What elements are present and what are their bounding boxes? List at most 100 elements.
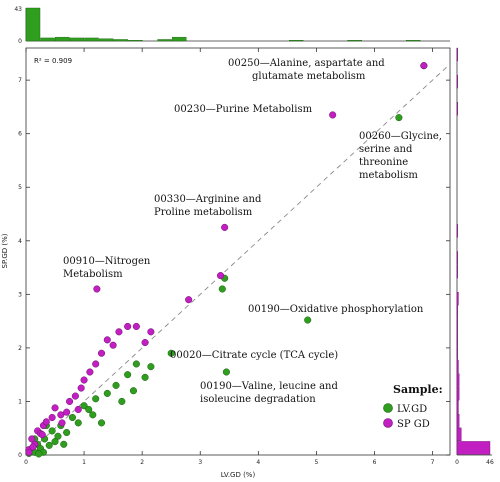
sp-point [71, 392, 79, 400]
annotation-00190-valine: 00190—Valine, leucine and isoleucine deg… [200, 381, 341, 405]
annotation-00230: 00230—Purine Metabolism [174, 104, 313, 115]
top-histogram-bar [288, 40, 304, 42]
lv-point [35, 450, 43, 458]
annotation-00260: 00260—Glycine, serine and threonine meta… [359, 131, 445, 181]
top-histogram-bar [128, 40, 143, 42]
right-histogram-bar [456, 224, 458, 238]
lv-point [54, 432, 62, 440]
annotation-line: Proline metabolism [154, 207, 253, 218]
lv-point [60, 440, 68, 448]
y-tick-label: 2 [18, 345, 22, 352]
sp-point [103, 336, 111, 344]
lv-point [112, 381, 120, 389]
right-histogram-bar [456, 386, 460, 401]
lv-point [80, 402, 88, 410]
y-tick-label: 3 [18, 291, 22, 298]
annotation-line: Metabolism [63, 269, 123, 280]
right-histogram-bar [456, 305, 458, 319]
x-tick-label: 5 [314, 459, 318, 466]
right-histogram-bar [456, 427, 462, 442]
lv-point [85, 405, 93, 414]
top-histogram-bar [55, 36, 70, 42]
x-tick-label: 6 [373, 459, 377, 466]
right-histogram-bar [456, 332, 458, 347]
annotation-00190-oxidative: 00190—Oxidative phosphorylation [248, 304, 424, 315]
lv-point [218, 285, 226, 293]
sp-point [28, 435, 36, 443]
right-histogram: 0 46 [455, 47, 494, 466]
annotation-00250: 00250—Alanine, aspartate and glutamate m… [228, 58, 388, 82]
lv-point [45, 441, 53, 449]
x-axis-ticks: 0 1 2 3 4 5 6 7 [24, 48, 435, 466]
sp-point [63, 408, 71, 416]
sp-point [185, 296, 193, 304]
legend-marker-lv [383, 403, 393, 413]
sp-point [66, 397, 74, 405]
annotation-line: threonine [359, 157, 408, 168]
right-histogram-bar [456, 373, 460, 387]
sp-point [420, 62, 428, 70]
right-histogram-bar [456, 400, 459, 414]
lv-point [63, 428, 71, 437]
annotation-00910: 00910—Nitrogen Metabolism [63, 256, 154, 280]
lv-point [129, 387, 138, 395]
right-histogram-bar [456, 414, 460, 428]
sp-point [86, 368, 94, 376]
legend: Sample: LV.GD SP GD [383, 383, 443, 430]
sp-point [51, 404, 59, 412]
right-histogram-bar [456, 319, 458, 333]
y-tick-label: 4 [18, 238, 22, 245]
sp-point [97, 349, 106, 357]
top-histogram: 43 0 [14, 6, 450, 45]
annotation-line: 00250—Alanine, aspartate and [228, 58, 385, 69]
sp-point [57, 411, 65, 419]
x-tick-label: 1 [82, 459, 86, 466]
sp-point [124, 322, 132, 331]
right-histogram-bar [456, 47, 458, 62]
annotation-line: 00230—Purine Metabolism [174, 104, 313, 115]
annotation-line: 00020—Citrate cycle (TCA cycle) [170, 350, 338, 361]
right-histogram-bar [456, 346, 458, 360]
sp-point [74, 405, 82, 414]
lv-point [97, 419, 106, 427]
top-histogram-bar [25, 7, 41, 42]
sp-point [217, 272, 225, 280]
y-axis-ticks: 0 1 2 3 4 5 6 7 [18, 77, 450, 459]
annotation-line: 00330—Arginine and [154, 194, 262, 205]
top-histogram-bar [172, 36, 187, 42]
sp-point [58, 419, 66, 427]
top-histogram-bar [157, 39, 172, 42]
top-histogram-bar [98, 38, 114, 42]
right-histogram-bar [456, 292, 459, 306]
lv-point [48, 427, 56, 435]
right-histogram-bar [456, 264, 458, 279]
y-axis-label: SP.GD (%) [1, 233, 9, 268]
lv-point [124, 371, 132, 379]
lv-point [103, 389, 111, 397]
sp-point [38, 431, 46, 439]
y-tick-label: 7 [18, 77, 22, 84]
y-tick-label: 1 [18, 398, 22, 405]
right-histogram-bar [456, 441, 491, 455]
sp-point [115, 328, 123, 336]
sp-point [221, 223, 229, 231]
sp-point [80, 376, 88, 384]
annotation-00020: 00020—Citrate cycle (TCA cycle) [170, 350, 338, 361]
top-histogram-bar [347, 40, 362, 42]
x-tick-label: 4 [256, 459, 260, 466]
sp-point [93, 285, 101, 293]
annotation-line: 00260—Glycine, [359, 131, 442, 142]
lv-point [68, 413, 77, 422]
sp-point [329, 111, 337, 119]
right-histogram-bars [456, 47, 491, 455]
data-points [25, 62, 428, 458]
right-histogram-min-label: 0 [455, 459, 459, 466]
lv-point [74, 419, 82, 427]
top-histogram-bar [84, 37, 99, 42]
lv-point [141, 373, 149, 381]
sp-point [132, 322, 140, 331]
r-squared-label: R² = 0.909 [34, 57, 72, 65]
lv-point [304, 316, 312, 324]
annotation-line: serine and [359, 144, 413, 155]
sp-point [48, 413, 56, 422]
